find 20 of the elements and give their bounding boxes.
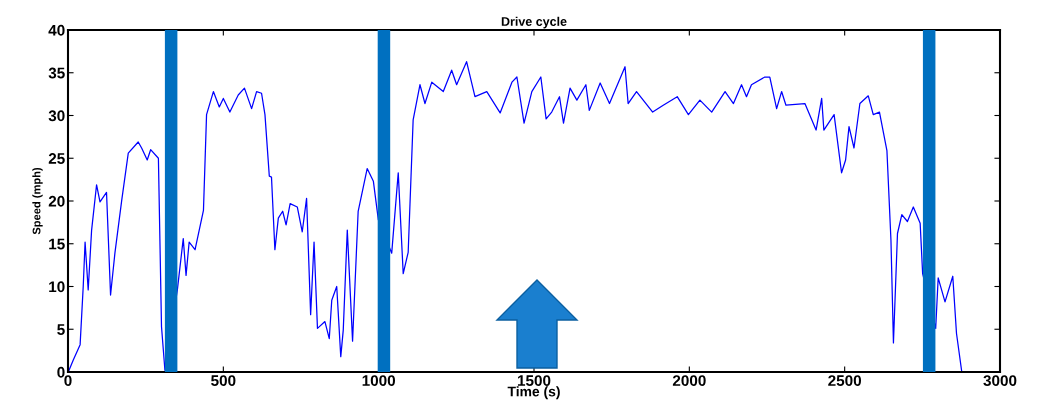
y-tick-label: 15 bbox=[49, 238, 65, 250]
y-tick-label: 40 bbox=[48, 24, 65, 36]
y-tick-label: 35 bbox=[48, 67, 65, 79]
x-tick-label: 1000 bbox=[362, 375, 396, 386]
x-tick-label: 1500 bbox=[517, 375, 551, 386]
x-tick-label: 500 bbox=[211, 375, 236, 386]
chart-title: Drive cycle bbox=[501, 16, 567, 29]
x-tick-label: 2000 bbox=[672, 375, 706, 386]
y-tick-label: 0 bbox=[57, 366, 65, 378]
x-tick-label: 2500 bbox=[828, 375, 862, 386]
y-tick-label: 10 bbox=[49, 281, 65, 293]
y-tick-label: 5 bbox=[57, 324, 65, 335]
y-tick-label: 20 bbox=[48, 195, 65, 207]
y-tick-label: 25 bbox=[48, 153, 65, 164]
x-tick-label: 0 bbox=[64, 375, 72, 386]
y-axis-title: Speed (mph) bbox=[32, 167, 43, 235]
x-tick-label: 3000 bbox=[983, 375, 1017, 387]
line-series bbox=[68, 61, 963, 372]
y-tick-label: 30 bbox=[48, 110, 65, 122]
x-axis-title: Time (s) bbox=[507, 386, 560, 400]
